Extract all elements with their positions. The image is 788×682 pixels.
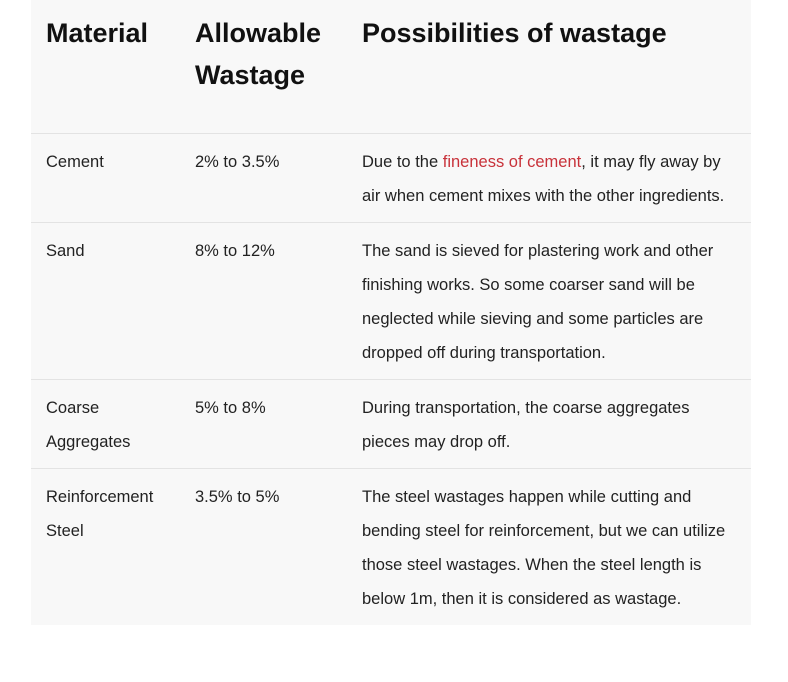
cell: The steel wastages happen while cutting … (347, 468, 751, 625)
cell: Sand (31, 222, 180, 380)
cell: 8% to 12% (180, 222, 347, 380)
cell: Reinforcement Steel (31, 468, 180, 625)
header-cell: Possibilities of wastage (362, 18, 667, 48)
header-cell: Material (46, 18, 149, 48)
cell: 3.5% to 5% (180, 468, 347, 625)
link[interactable]: fineness of cement (442, 153, 582, 171)
cell: Due to the fineness of cement, it may fl… (347, 133, 751, 223)
cell: The sand is sieved for plastering work a… (347, 222, 751, 380)
cell: Cement (31, 133, 180, 223)
cell: 2% to 3.5% (180, 133, 347, 223)
row: Cement 2% to 3.5% Due to the fineness of… (31, 133, 751, 223)
row: Reinforcement Steel 3.5% to 5% The steel… (31, 468, 751, 625)
text: , it may fly away by air when cement mix… (362, 153, 725, 205)
header-row: Material Allowable Wastage Possibilities… (31, 0, 751, 134)
header-cell: Allowable Wastage (195, 18, 322, 90)
row: Coarse Aggregates 5% to 8% During transp… (31, 379, 751, 469)
cell: During transportation, the coarse aggreg… (347, 379, 751, 469)
wastage-table: Material Allowable Wastage Possibilities… (31, 0, 751, 625)
text: Due to the (362, 153, 439, 171)
row: Sand 8% to 12% The sand is sieved for pl… (31, 222, 751, 380)
cell: 5% to 8% (180, 379, 347, 469)
cell: Coarse Aggregates (31, 379, 180, 469)
